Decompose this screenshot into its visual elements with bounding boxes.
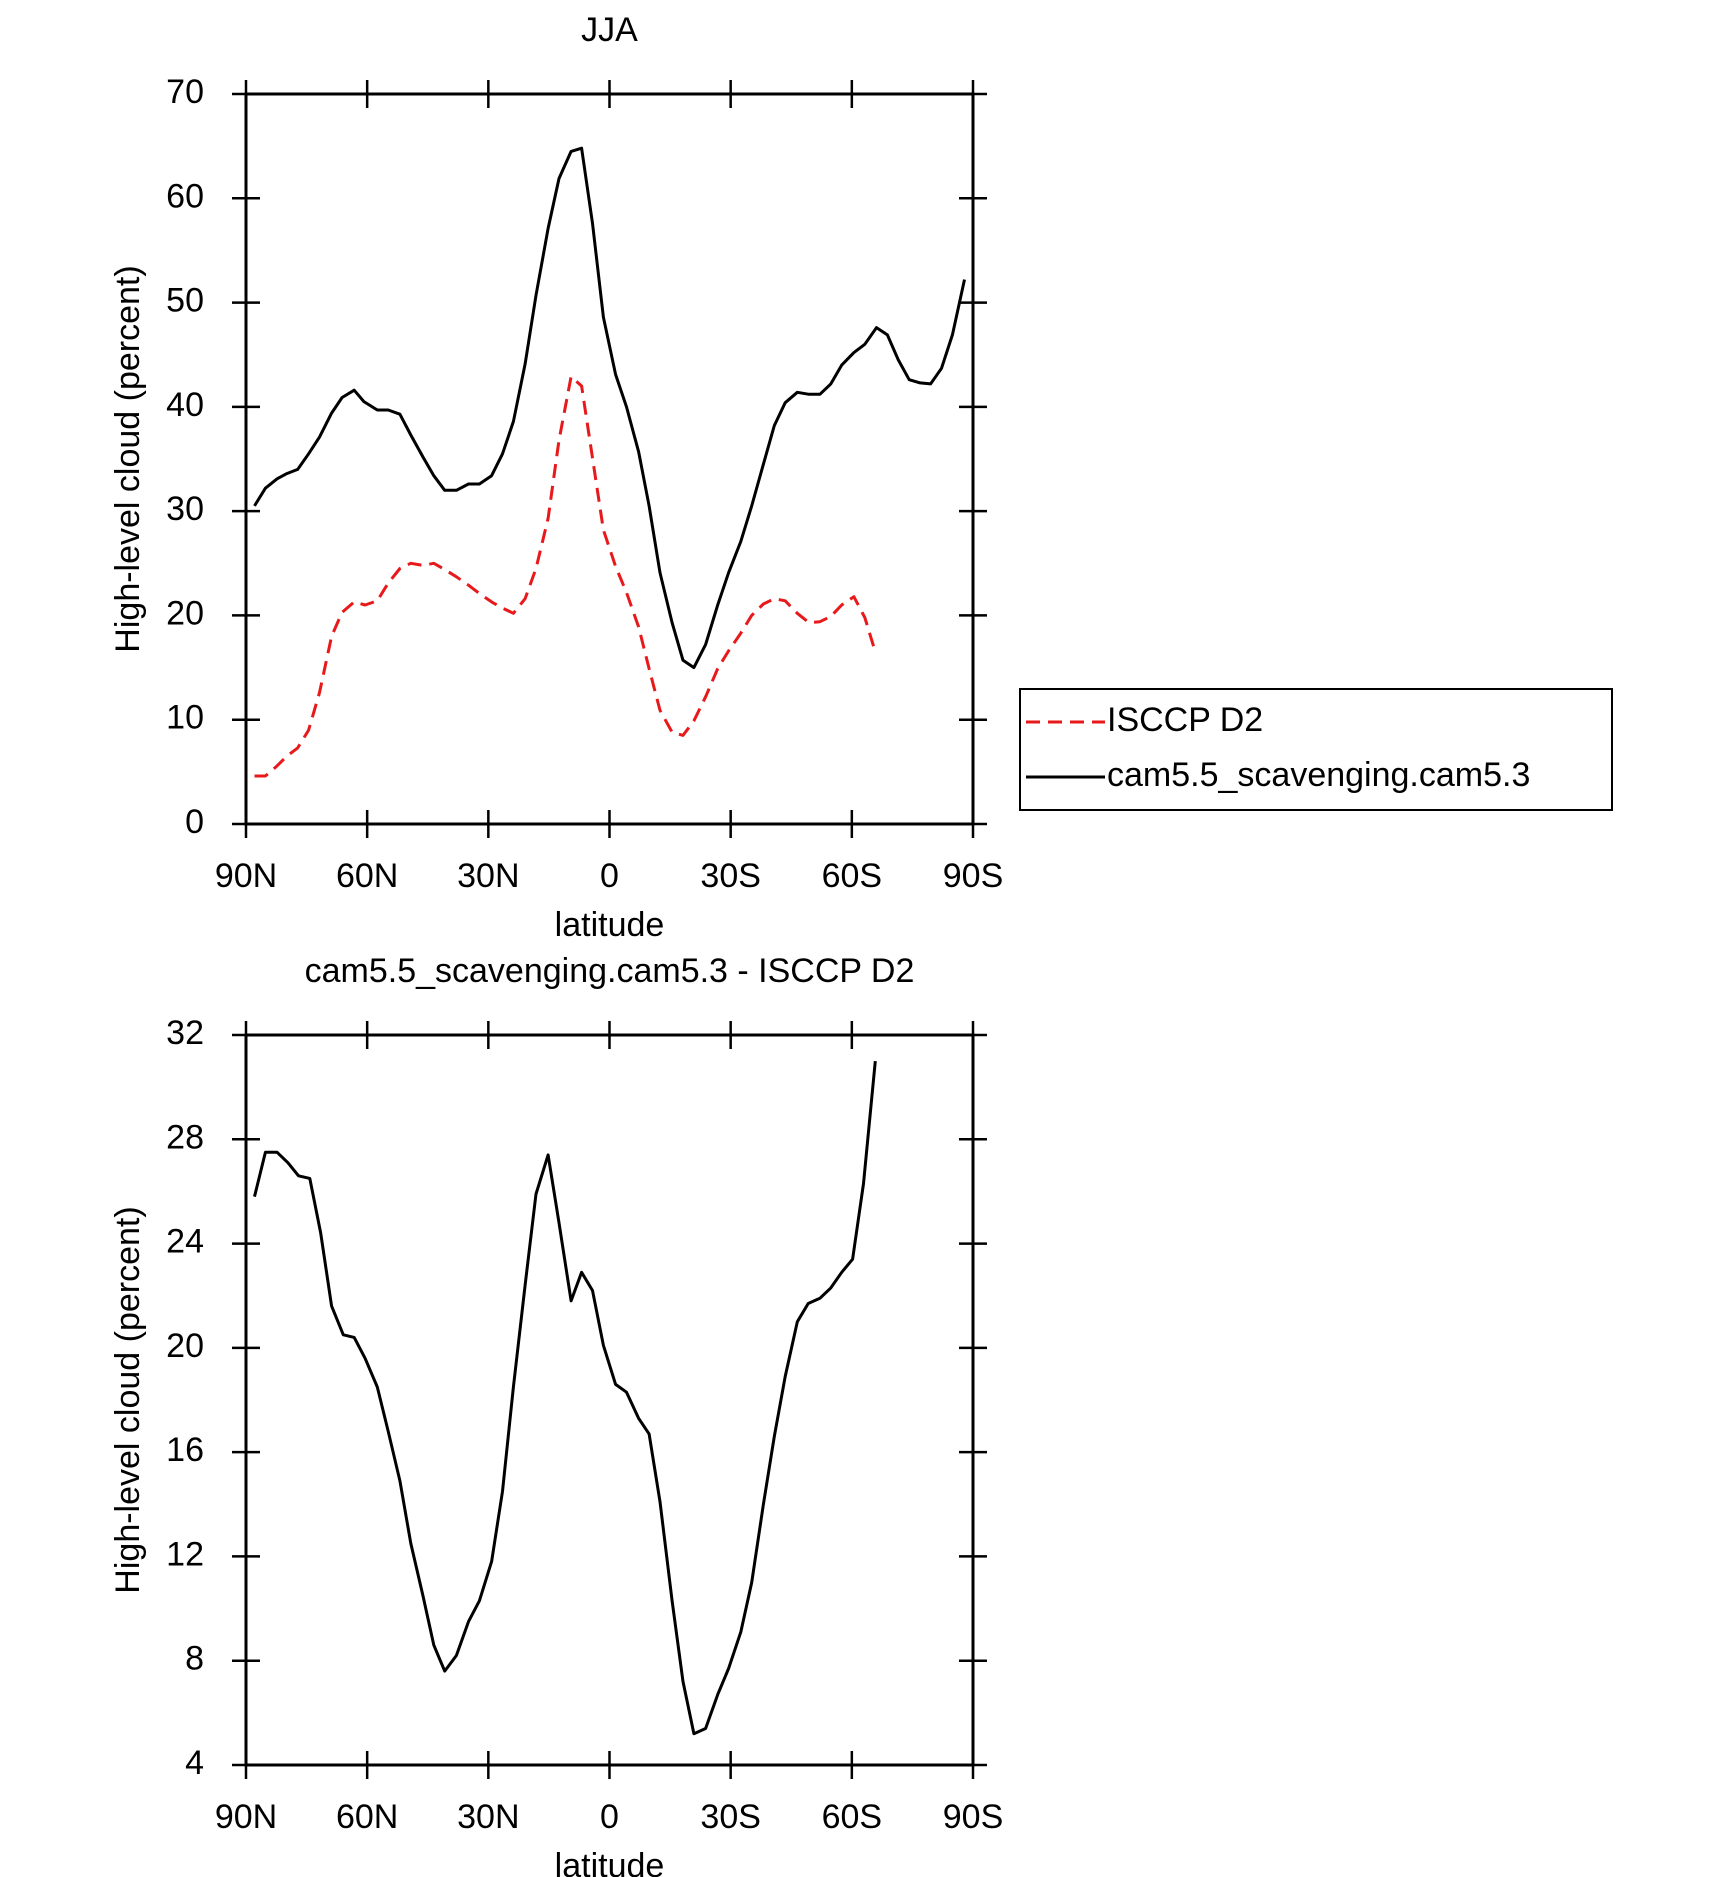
y-axis-label: High-level cloud (percent)	[109, 265, 147, 652]
legend-label: cam5.5_scavenging.cam5.3	[1107, 756, 1530, 794]
chart-title: JJA	[581, 11, 638, 49]
y-tick-label: 60	[166, 177, 204, 215]
y-tick-label: 20	[166, 1327, 204, 1365]
x-tick-label: 60N	[336, 1798, 398, 1836]
x-tick-label: 30S	[700, 857, 761, 895]
x-tick-label: 90N	[215, 857, 277, 895]
data-line	[254, 375, 877, 778]
x-tick-label: 90S	[943, 1798, 1004, 1836]
x-tick-label: 30N	[457, 857, 519, 895]
x-tick-label: 90N	[215, 1798, 277, 1836]
x-tick-label: 90S	[943, 857, 1004, 895]
x-tick-label: 30S	[700, 1798, 761, 1836]
x-tick-label: 60S	[822, 1798, 883, 1836]
x-tick-label: 60S	[822, 857, 883, 895]
y-tick-label: 12	[166, 1535, 204, 1573]
y-tick-label: 16	[166, 1431, 204, 1469]
y-tick-label: 28	[166, 1118, 204, 1156]
legend-label: ISCCP D2	[1107, 701, 1263, 739]
y-tick-label: 4	[185, 1744, 204, 1782]
chart-title: cam5.5_scavenging.cam5.3 - ISCCP D2	[305, 952, 915, 990]
plot-frame	[244, 1033, 975, 1767]
x-tick-label: 0	[600, 1798, 619, 1836]
plot-frame	[244, 92, 975, 826]
legend-box	[1019, 688, 1613, 811]
x-axis-label: latitude	[555, 906, 665, 944]
y-tick-label: 8	[185, 1640, 204, 1678]
y-tick-label: 50	[166, 282, 204, 320]
y-tick-label: 20	[166, 594, 204, 632]
y-axis-label: High-level cloud (percent)	[109, 1206, 147, 1593]
y-tick-label: 70	[166, 73, 204, 111]
x-tick-label: 30N	[457, 1798, 519, 1836]
data-line	[253, 1060, 877, 1736]
y-tick-label: 32	[166, 1014, 204, 1052]
y-tick-label: 24	[166, 1223, 204, 1261]
x-tick-label: 0	[600, 857, 619, 895]
x-axis-label: latitude	[555, 1847, 665, 1877]
y-tick-label: 40	[166, 386, 204, 424]
y-tick-label: 30	[166, 490, 204, 528]
x-tick-label: 60N	[336, 857, 398, 895]
y-tick-label: 0	[185, 803, 204, 841]
y-tick-label: 10	[166, 699, 204, 737]
data-line	[253, 146, 966, 670]
